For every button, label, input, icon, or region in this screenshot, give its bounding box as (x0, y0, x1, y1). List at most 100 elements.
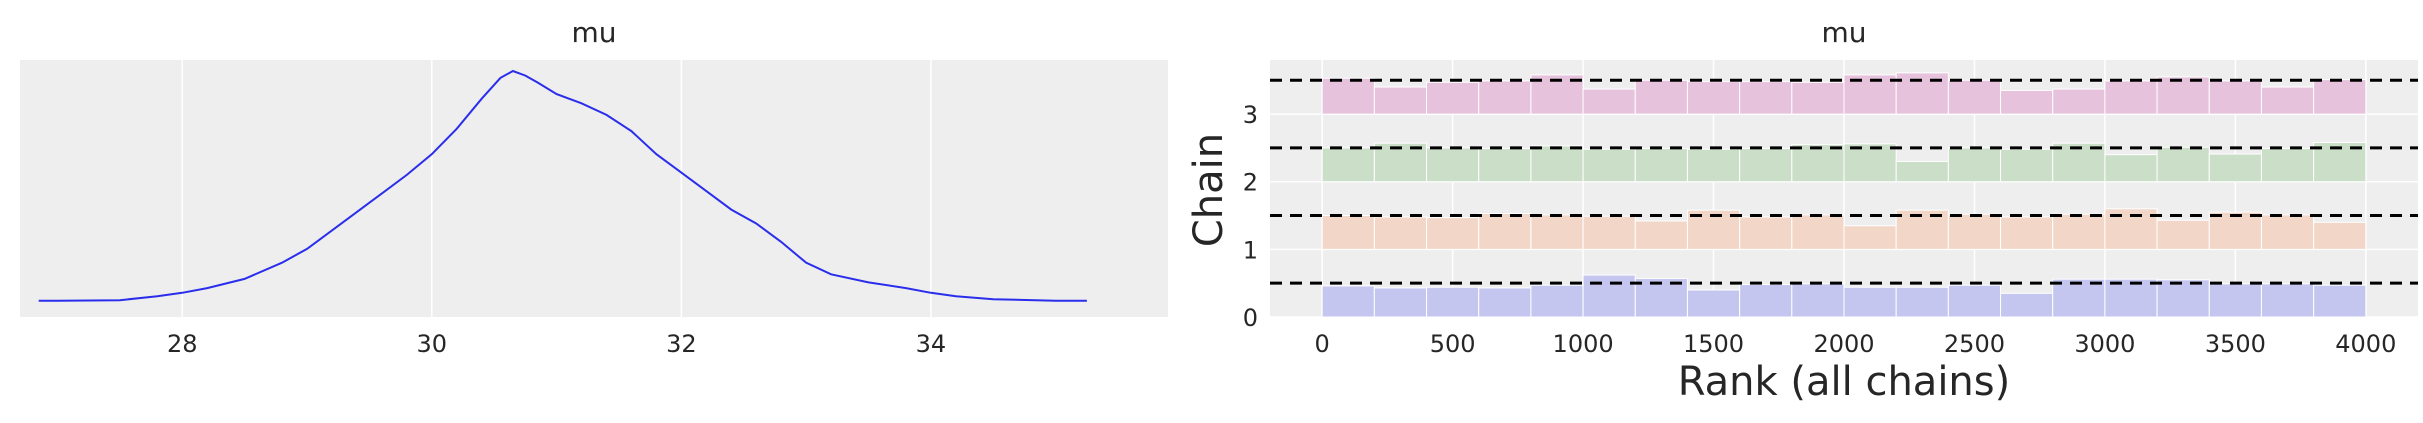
rank-bar-chain-0 (2208, 283, 2262, 318)
rank-bar-chain-0 (1321, 285, 1375, 318)
rank-bar-chain-3 (1582, 88, 1636, 115)
kde-x-tick-label: 34 (916, 330, 947, 358)
rank-y-axis-label: Chain (1186, 133, 1232, 247)
rank-bar-chain-3 (1634, 79, 1688, 115)
rank-bar-chain-2 (1843, 143, 1897, 183)
rank-bar-chain-3 (1947, 79, 2002, 115)
rank-x-tick-label: 1500 (1683, 330, 1744, 358)
rank-y-tick-label: 0 (1243, 304, 1258, 332)
rank-bar-chain-1 (2052, 213, 2106, 250)
rank-bar-chain-2 (1582, 148, 1636, 183)
rank-x-tick-label: 1000 (1553, 330, 1614, 358)
rank-bar-chain-0 (2156, 279, 2210, 318)
rank-bar-chain-0 (2000, 292, 2054, 318)
rank-bar-chain-3 (2052, 88, 2106, 115)
rank-panel: 0 500 1000 1500 2000 2500 3000 3500 4000 0 1 2 3 mu… (1186, 16, 2418, 405)
rank-bar-chain-1 (1478, 213, 1532, 250)
rank-bar-chain-3 (2208, 80, 2262, 115)
rank-bar-chain-2 (2000, 148, 2054, 183)
rank-reference-lines (1270, 78, 2418, 285)
rank-bar-chain-2 (1791, 144, 1845, 183)
rank-bar-chain-0 (1791, 283, 1845, 318)
rank-bar-chain-3 (1686, 81, 1741, 115)
rank-bar-chain-3 (1791, 81, 1845, 115)
rank-x-tick-label: 500 (1430, 330, 1476, 358)
rank-bar-chain-2 (1426, 147, 1480, 183)
rank-bar-chain-0 (1426, 286, 1480, 318)
rank-bar-chain-3 (2156, 76, 2210, 115)
rank-bar-chain-2 (2208, 153, 2262, 183)
rank-bar-chain-0 (1895, 286, 1949, 318)
rank-bar-chain-0 (1373, 287, 1428, 318)
rank-bar-chain-3 (2104, 80, 2158, 115)
rank-bar-chain-1 (1373, 216, 1428, 250)
rank-bar-chain-1 (2000, 216, 2054, 250)
rank-bar-chain-3 (1321, 77, 1375, 115)
rank-bar-chain-2 (2260, 148, 2315, 183)
rank-y-tick-label: 2 (1243, 169, 1258, 197)
rank-bar-chain-2 (1530, 145, 1584, 183)
rank-bar-chain-1 (1791, 214, 1845, 250)
rank-bar-chain-0 (2052, 278, 2106, 318)
rank-bar-chain-0 (1530, 284, 1584, 318)
rank-bar-chain-3 (1478, 80, 1532, 115)
rank-bar-chain-2 (1895, 160, 1949, 183)
rank-x-tick-label: 3500 (2205, 330, 2266, 358)
rank-x-tick-label: 2000 (1813, 330, 1874, 358)
rank-bar-chain-2 (1478, 148, 1532, 183)
rank-bar-chain-2 (1947, 147, 2002, 183)
rank-bar-chain-1 (1843, 225, 1897, 250)
rank-bar-chain-2 (2104, 154, 2158, 183)
rank-bar-chain-0 (1582, 274, 1636, 318)
rank-x-axis-label: Rank (all chains) (1678, 359, 2010, 405)
rank-bar-chain-0 (1947, 284, 2002, 318)
rank-bar-chain-1 (1582, 215, 1636, 250)
kde-x-tick-label: 32 (666, 330, 697, 358)
kde-x-tick-label: 30 (417, 330, 448, 358)
rank-y-tick-label: 3 (1243, 101, 1258, 129)
rank-bar-chain-3 (2260, 86, 2315, 115)
rank-bar-chain-2 (1321, 147, 1375, 183)
rank-bar-chain-2 (1634, 148, 1688, 183)
rank-x-tick-labels: 0 500 1000 1500 2000 2500 3000 3500 4000 (1315, 330, 2397, 358)
rank-bar-chain-1 (2260, 214, 2315, 250)
kde-plot-area (20, 60, 1168, 317)
kde-density-line (38, 69, 1087, 302)
rank-y-tick-label: 1 (1243, 236, 1258, 264)
rank-bar-chain-3 (2000, 89, 2054, 115)
rank-bar-chain-0 (2260, 283, 2315, 318)
kde-gridlines (181, 60, 932, 317)
rank-bar-chain-2 (1686, 148, 1741, 183)
rank-y-tick-labels: 0 1 2 3 (1243, 101, 1258, 332)
rank-x-tick-label: 4000 (2335, 330, 2396, 358)
rank-bar-chain-1 (2208, 211, 2262, 250)
rank-bar-chain-3 (1373, 86, 1428, 115)
rank-bar-chain-0 (2313, 284, 2367, 318)
kde-x-tick-labels: 28 30 32 34 (167, 330, 946, 358)
rank-bar-chain-1 (2156, 219, 2210, 250)
rank-bar-chain-2 (1739, 148, 1793, 183)
rank-bar-chain-0 (1739, 284, 1793, 318)
rank-bar-chain-0 (2104, 278, 2158, 318)
rank-title: mu (1821, 16, 1866, 49)
rank-x-tick-label: 0 (1315, 330, 1330, 358)
rank-bar-chain-2 (2156, 146, 2210, 183)
kde-x-tick-label: 28 (167, 330, 198, 358)
rank-bar-chain-1 (1947, 213, 2002, 250)
rank-x-tick-label: 2500 (1944, 330, 2005, 358)
kde-title: mu (571, 16, 616, 49)
rank-bar-chain-1 (1426, 217, 1480, 250)
rank-bar-chain-1 (1739, 216, 1793, 250)
rank-x-tick-label: 3000 (2074, 330, 2135, 358)
rank-bar-chain-0 (1686, 289, 1741, 318)
rank-bar-chain-3 (1739, 81, 1793, 115)
rank-bar-chain-2 (2052, 142, 2106, 183)
rank-bar-chain-3 (2313, 79, 2367, 115)
rank-bar-chain-1 (1634, 220, 1688, 250)
rank-bar-chain-3 (1426, 81, 1480, 115)
rank-bar-chain-0 (1843, 286, 1897, 318)
rank-bar-chain-1 (1530, 214, 1584, 250)
rank-bar-chain-1 (1321, 215, 1375, 250)
kde-panel: 28 30 32 34 mu (20, 16, 1168, 358)
